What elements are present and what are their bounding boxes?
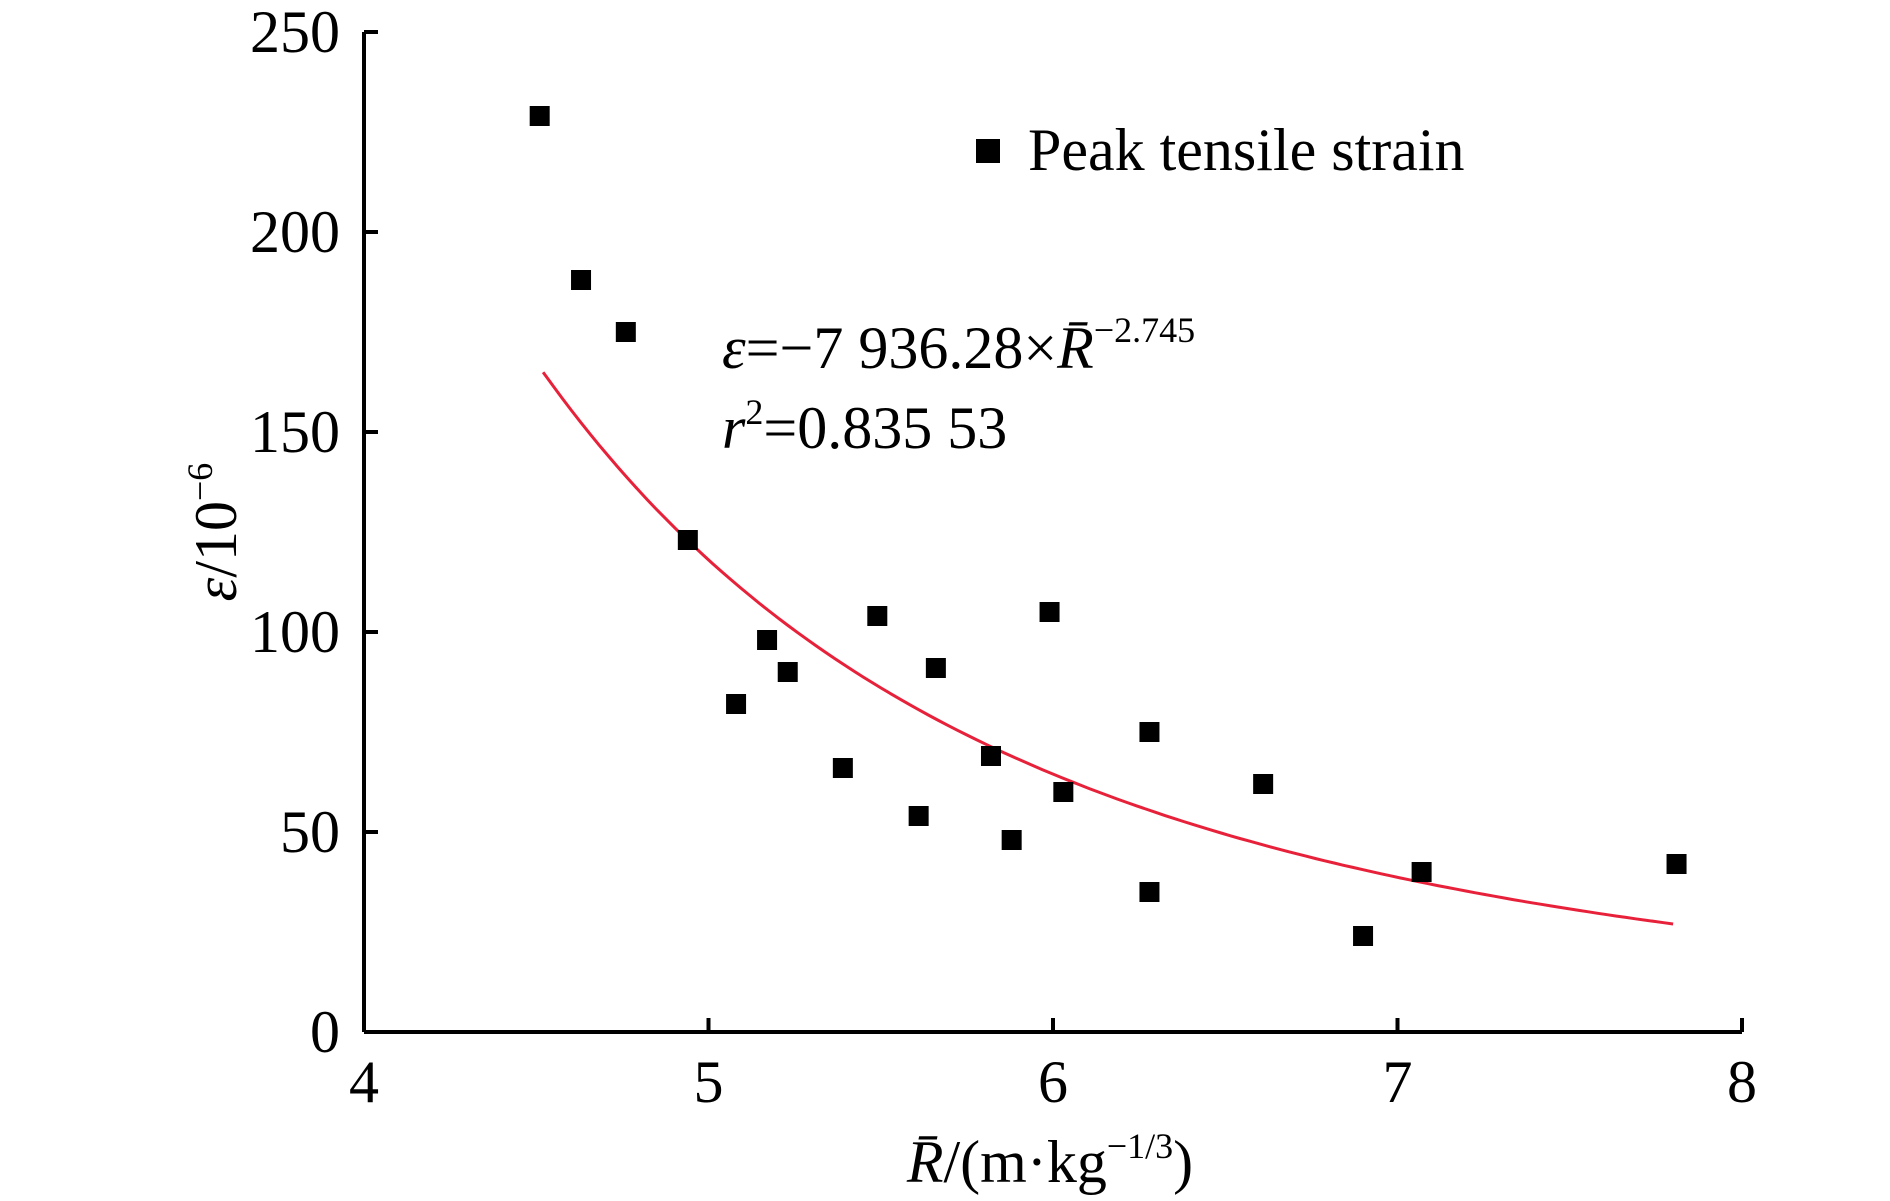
data-point — [1039, 602, 1060, 622]
data-points — [529, 106, 1687, 946]
fit-curve — [541, 371, 1674, 926]
data-point — [529, 106, 550, 126]
data-point — [1253, 774, 1274, 794]
y-tick-label: 250 — [250, 0, 340, 65]
data-point — [677, 530, 698, 550]
data-point — [925, 658, 946, 678]
data-point — [1001, 830, 1022, 850]
data-point — [777, 662, 798, 682]
y-tick-label: 50 — [280, 799, 340, 865]
legend: Peak tensile strain — [976, 117, 1465, 183]
data-point — [867, 606, 888, 626]
x-ticks: 4 5 6 7 8 — [349, 1018, 1757, 1115]
y-axis-title: ε/10−6 — [180, 463, 249, 602]
y-tick-label: 200 — [250, 199, 340, 265]
data-point — [726, 694, 747, 714]
data-point — [1666, 854, 1687, 874]
svg-text:ε=−7 936.28×R̄−2.745: ε=−7 936.28×R̄−2.745 — [722, 310, 1195, 381]
r2-value: =0.835 53 — [763, 395, 1007, 461]
data-point — [1411, 862, 1432, 882]
x-tick-label: 7 — [1383, 1049, 1413, 1115]
y-tick-label: 0 — [310, 999, 340, 1065]
x-axis-title: R̄/(m·kg−1/3) — [906, 1126, 1193, 1195]
equation-var: R̄ — [1056, 315, 1094, 381]
data-point — [908, 806, 929, 826]
legend-marker — [976, 139, 1000, 163]
data-point — [1139, 882, 1160, 902]
y-tick-label: 100 — [250, 599, 340, 665]
svg-text:r2=0.835 53: r2=0.835 53 — [722, 392, 1007, 461]
r2-exponent: 2 — [745, 392, 763, 432]
legend-label: Peak tensile strain — [1028, 117, 1465, 183]
equation-exponent: −2.745 — [1094, 310, 1195, 350]
x-tick-label: 4 — [349, 1049, 379, 1115]
data-point — [980, 746, 1001, 766]
equation-body: =−7 936.28× — [746, 315, 1058, 381]
y-tick-label: 150 — [250, 399, 340, 465]
data-point — [571, 270, 592, 290]
data-point — [1139, 722, 1160, 742]
y-ticks: 0 50 100 150 200 250 — [250, 0, 378, 1065]
x-tick-label: 8 — [1727, 1049, 1757, 1115]
r2-var: r — [722, 395, 746, 461]
data-point — [757, 630, 778, 650]
data-point — [615, 322, 636, 342]
data-point — [832, 758, 853, 778]
x-tick-label: 6 — [1038, 1049, 1068, 1115]
data-point — [1353, 926, 1374, 946]
data-point — [1053, 782, 1074, 802]
equation-lhs: ε — [722, 315, 746, 381]
x-tick-label: 5 — [694, 1049, 724, 1115]
fit-equation: ε=−7 936.28×R̄−2.745 r2=0.835 53 — [722, 310, 1195, 461]
